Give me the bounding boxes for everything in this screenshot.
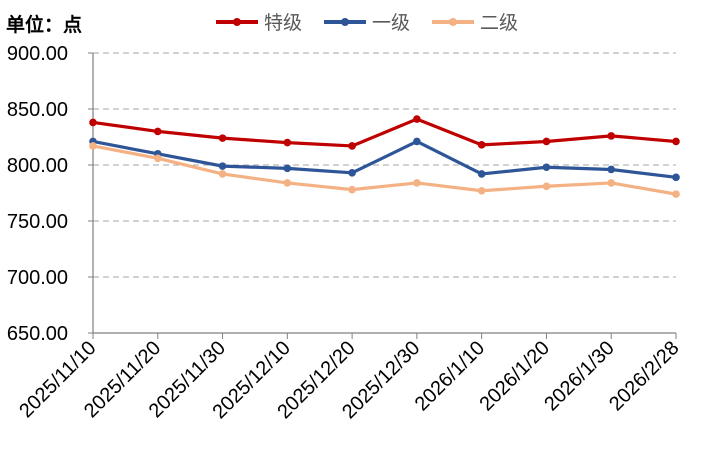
y-tick-label: 800.00 xyxy=(7,155,68,177)
y-tick-label: 700.00 xyxy=(7,267,68,289)
legend-label-second: 二级 xyxy=(480,12,519,34)
legend-item-first: 一级 xyxy=(322,8,410,35)
x-tick-labels: 2025/11/102025/11/202025/11/302025/12/10… xyxy=(15,337,683,423)
x-tick-label: 2026/1/30 xyxy=(540,337,618,415)
series-0-point xyxy=(153,127,162,136)
x-tick-label: 2026/1/20 xyxy=(476,337,554,415)
x-tick-label: 2026/2/28 xyxy=(605,337,683,415)
series-2-point xyxy=(607,179,616,187)
series-2-point xyxy=(477,186,486,195)
series-0-point xyxy=(283,138,292,147)
series-2-point xyxy=(153,154,162,163)
series-2-point xyxy=(413,179,421,187)
series-line-0 xyxy=(92,117,677,148)
series-0-point xyxy=(89,118,97,127)
series-0-point xyxy=(672,137,680,146)
x-tick-label: 2026/1/10 xyxy=(411,337,489,415)
series-1-point xyxy=(477,170,486,178)
series-2-point xyxy=(348,185,356,194)
series-1-point xyxy=(283,164,292,173)
y-tick-label: 650.00 xyxy=(7,323,68,345)
axes xyxy=(88,52,677,339)
series-1-point xyxy=(218,162,227,170)
unit-label: 单位：点 xyxy=(6,14,83,36)
series-line-2 xyxy=(92,144,677,196)
legend-item-special: 特级 xyxy=(214,8,302,35)
series-0-point xyxy=(607,132,616,140)
series-0-point xyxy=(413,115,421,123)
series-1-point xyxy=(672,173,680,182)
series-0-point xyxy=(542,137,551,146)
legend-swatch-second xyxy=(432,17,475,26)
legend-label-first: 一级 xyxy=(372,12,411,34)
y-tick-labels: 650.00 700.00 750.00 800.00 850.00 900.00 xyxy=(7,43,68,345)
y-tick-label: 900.00 xyxy=(7,43,68,65)
series-line-1 xyxy=(92,139,677,179)
series-2-point xyxy=(672,190,680,198)
series-0-point xyxy=(348,142,356,150)
series-2-point xyxy=(283,179,292,187)
series-1-point xyxy=(607,165,616,174)
series-0-point xyxy=(477,141,486,149)
series-2-point xyxy=(542,182,551,191)
y-tick-label: 750.00 xyxy=(7,211,68,233)
legend-label-special: 特级 xyxy=(264,12,303,34)
series-2-point xyxy=(218,170,227,178)
series-lines xyxy=(89,115,680,198)
legend-swatch-special xyxy=(216,17,258,26)
legend: 特级 一级 二级 xyxy=(214,8,518,35)
series-1-point xyxy=(542,163,551,172)
legend-item-second: 二级 xyxy=(430,8,518,35)
series-0-point xyxy=(218,134,227,142)
series-1-point xyxy=(413,137,421,146)
gridlines xyxy=(93,52,676,278)
series-1-point xyxy=(348,169,356,177)
y-tick-label: 850.00 xyxy=(7,99,68,121)
legend-swatch-first xyxy=(324,17,367,26)
series-2-point xyxy=(89,142,97,150)
